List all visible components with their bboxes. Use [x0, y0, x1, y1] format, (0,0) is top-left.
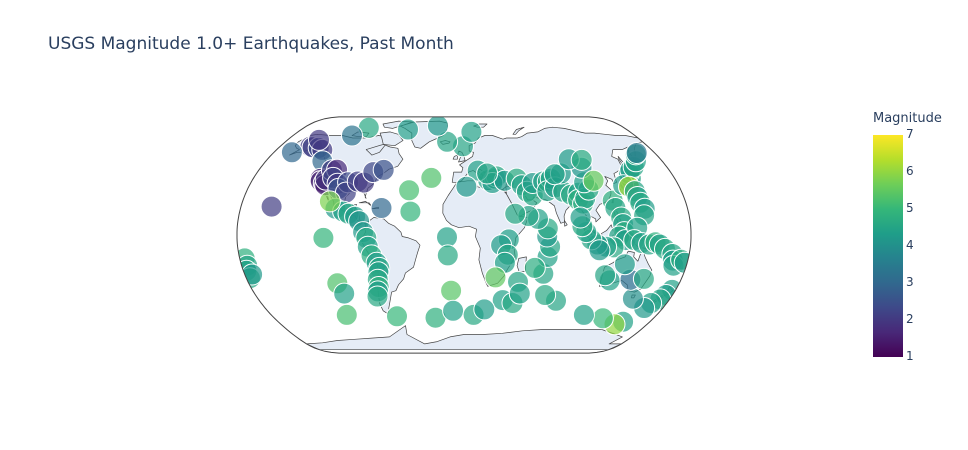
colorbar-tick: 5: [906, 201, 914, 215]
colorbar-tick: 2: [906, 312, 914, 326]
earthquake-points[interactable]: [234, 115, 695, 336]
colorbar: [873, 135, 903, 357]
earthquake-point[interactable]: [442, 299, 465, 322]
earthquake-point[interactable]: [570, 148, 593, 171]
earthquake-point[interactable]: [523, 256, 546, 279]
earthquake-point[interactable]: [508, 282, 531, 305]
earthquake-point[interactable]: [632, 267, 655, 290]
colorbar-tick: 7: [906, 127, 914, 141]
earthquake-point[interactable]: [588, 239, 611, 262]
globe-frame: [236, 116, 692, 354]
earthquake-point[interactable]: [436, 244, 459, 267]
landmass-baffin: [379, 131, 404, 147]
earthquake-point[interactable]: [366, 285, 389, 308]
earthquake-point[interactable]: [333, 282, 356, 305]
earthquake-point[interactable]: [260, 195, 283, 218]
earthquake-point[interactable]: [341, 124, 363, 147]
earthquake-point[interactable]: [484, 266, 507, 289]
earthquake-point[interactable]: [460, 120, 483, 143]
earthquake-point[interactable]: [534, 284, 557, 306]
colorbar-tick: 3: [906, 275, 914, 289]
earthquake-point[interactable]: [397, 118, 419, 141]
earthquake-point[interactable]: [308, 128, 330, 151]
earthquake-point[interactable]: [372, 158, 395, 181]
earthquake-point[interactable]: [504, 202, 527, 225]
earthquake-point[interactable]: [370, 197, 393, 219]
earthquake-point[interactable]: [582, 169, 605, 192]
earthquake-point[interactable]: [591, 307, 614, 330]
colorbar-tick: 1: [906, 349, 914, 363]
landmass-antarctica: [306, 325, 623, 351]
colorbar-title: Magnitude: [873, 111, 942, 126]
earthquake-point[interactable]: [318, 190, 341, 213]
earthquake-point[interactable]: [473, 298, 496, 321]
earthquake-point[interactable]: [399, 200, 422, 223]
earthquake-point[interactable]: [312, 226, 335, 249]
earthquake-point[interactable]: [440, 279, 463, 302]
earthquake-point[interactable]: [420, 166, 443, 189]
landmass-sri-lanka: [564, 220, 568, 227]
earthquake-point[interactable]: [543, 163, 566, 186]
earthquake-point[interactable]: [594, 264, 617, 287]
earthquake-point[interactable]: [386, 305, 408, 328]
earthquake-point[interactable]: [613, 253, 636, 276]
earthquake-point[interactable]: [398, 179, 421, 202]
earthquake-point[interactable]: [621, 287, 644, 310]
earthquake-point[interactable]: [572, 303, 595, 326]
earthquake-point[interactable]: [426, 115, 449, 137]
landmass-novaya-zemlya: [512, 126, 525, 135]
earthquake-point[interactable]: [280, 141, 303, 164]
colorbar-tick: 4: [906, 238, 914, 252]
earthquake-point[interactable]: [335, 303, 358, 326]
earthquake-point[interactable]: [625, 142, 648, 164]
earthquake-point[interactable]: [476, 162, 499, 185]
earthquake-point[interactable]: [569, 206, 592, 229]
colorbar-tick: 6: [906, 164, 914, 178]
chart-title: USGS Magnitude 1.0+ Earthquakes, Past Mo…: [48, 34, 454, 54]
earthquake-point[interactable]: [455, 175, 478, 198]
